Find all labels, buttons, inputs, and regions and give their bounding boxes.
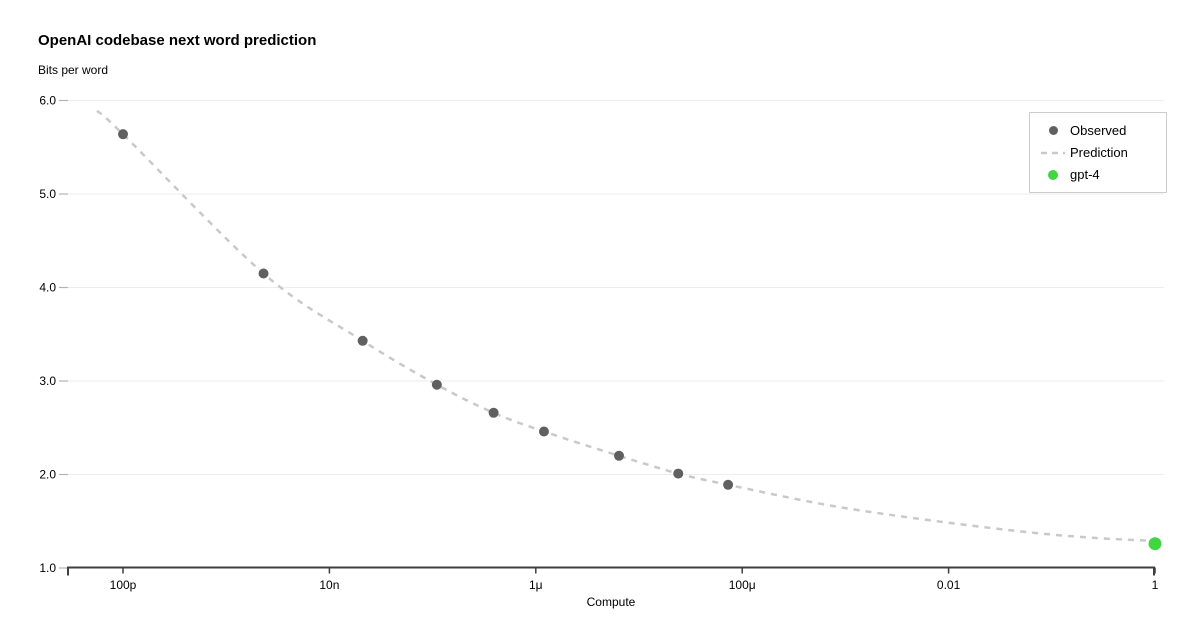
observed-dot-icon (1040, 126, 1066, 135)
y-axis-top-label: Bits per word (38, 63, 109, 77)
x-tick-label: 1 (1152, 578, 1159, 592)
x-axis-label: Compute (586, 595, 636, 609)
y-tick-label: 6.0 (39, 94, 56, 108)
y-tick-label: 2.0 (39, 468, 56, 482)
x-tick-label: 100μ (729, 578, 756, 592)
legend-label-gpt4: gpt-4 (1070, 167, 1100, 182)
observed-point (673, 468, 684, 479)
y-tick-label: 3.0 (39, 374, 56, 388)
legend: Observed Prediction gpt-4 (1029, 112, 1167, 193)
chart-title: OpenAI codebase next word prediction (38, 32, 317, 49)
y-tick-label: 1.0 (39, 561, 56, 575)
legend-item-prediction: Prediction (1040, 144, 1156, 161)
x-tick-label: 0.01 (937, 578, 961, 592)
gpt4-point (1148, 537, 1162, 551)
legend-item-observed: Observed (1040, 122, 1156, 139)
x-tick-label: 1μ (529, 578, 543, 592)
observed-point (258, 268, 269, 279)
observed-point (723, 479, 734, 490)
legend-label-prediction: Prediction (1070, 145, 1128, 160)
observed-point (488, 407, 499, 418)
x-tick-label: 100p (110, 578, 137, 592)
legend-item-gpt4: gpt-4 (1040, 166, 1156, 183)
observed-point (613, 450, 624, 461)
y-tick-label: 4.0 (39, 281, 56, 295)
observed-point (431, 379, 442, 390)
legend-label-observed: Observed (1070, 123, 1127, 138)
y-tick-label: 5.0 (39, 187, 56, 201)
observed-point (357, 335, 368, 346)
gpt4-dot-icon (1040, 169, 1066, 180)
observed-point (538, 426, 549, 437)
observed-point (118, 129, 128, 140)
x-tick-label: 10n (319, 578, 339, 592)
prediction-dash-icon (1040, 150, 1066, 156)
prediction-curve (96, 109, 1156, 543)
